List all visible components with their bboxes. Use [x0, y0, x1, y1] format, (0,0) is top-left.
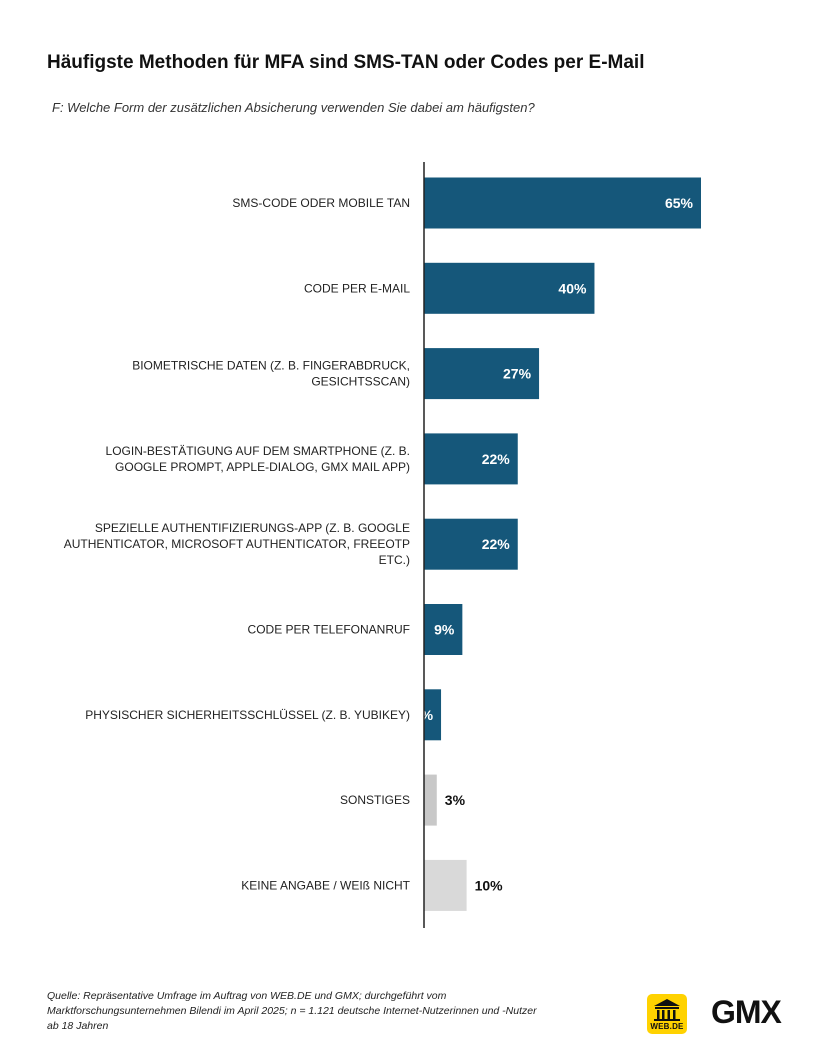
category-label-8: SONSTIGES: [340, 793, 410, 807]
category-label-1: SMS-CODE ODER MOBILE TAN: [232, 196, 410, 210]
value-label-9: 10%: [475, 877, 504, 893]
category-label-7: PHYSISCHER SICHERHEITSSCHLÜSSEL (Z. B. Y…: [85, 708, 410, 722]
category-label-2: CODE PER E-MAIL: [304, 281, 410, 295]
bar-4: [424, 433, 518, 485]
source-line-2: Marktforschungsunternehmen Bilendi im Ap…: [47, 1005, 537, 1017]
bar-chart: 65% SMS-CODE ODER MOBILE TAN 40% CODE PER E…: [64, 162, 701, 928]
source-line-3: ab 18 Jahren: [47, 1020, 109, 1032]
bar-9: [424, 859, 467, 911]
bar-1: [424, 177, 701, 229]
category-label-5: SPEZIELLE AUTHENTIFIZIERUNGS-APP (Z. B. …: [64, 521, 410, 567]
bar-2: [424, 262, 595, 314]
bar-7: [424, 689, 442, 741]
building-icon: [654, 999, 680, 1021]
bar-6: [424, 604, 463, 655]
value-label-3: 27%: [503, 366, 532, 382]
category-label-6: CODE PER TELEFONANRUF: [248, 623, 410, 637]
category-label-4: LOGIN-BESTÄTIGUNG AUF DEM SMARTPHONE (Z.…: [106, 444, 410, 474]
gmx-logo: GMX: [711, 994, 782, 1030]
bar-3: [424, 348, 540, 400]
chart-subtitle: F: Welche Form der zusätzlichen Absicher…: [52, 100, 535, 115]
source-note: Quelle: Repräsentative Umfrage im Auftra…: [47, 989, 607, 1034]
value-label-8: 3%: [445, 792, 466, 808]
webde-logo: WEB.DE: [647, 994, 687, 1034]
bar-8: [424, 774, 437, 826]
value-label-2: 40%: [558, 280, 587, 296]
value-label-7: 4%: [413, 707, 434, 723]
value-label-6: 9%: [434, 622, 455, 638]
webde-logo-text: WEB.DE: [650, 1022, 684, 1031]
value-label-1: 65%: [665, 195, 694, 211]
source-line-1: Quelle: Repräsentative Umfrage im Auftra…: [47, 990, 447, 1002]
category-label-9: KEINE ANGABE / WEIß NICHT: [241, 878, 410, 892]
bar-5: [424, 518, 518, 570]
value-label-4: 22%: [482, 451, 511, 467]
category-label-3: BIOMETRISCHE DATEN (Z. B. FINGERABDRUCK,…: [132, 359, 410, 389]
chart-title: Häufigste Methoden für MFA sind SMS-TAN …: [47, 52, 645, 73]
value-label-5: 22%: [482, 536, 511, 552]
